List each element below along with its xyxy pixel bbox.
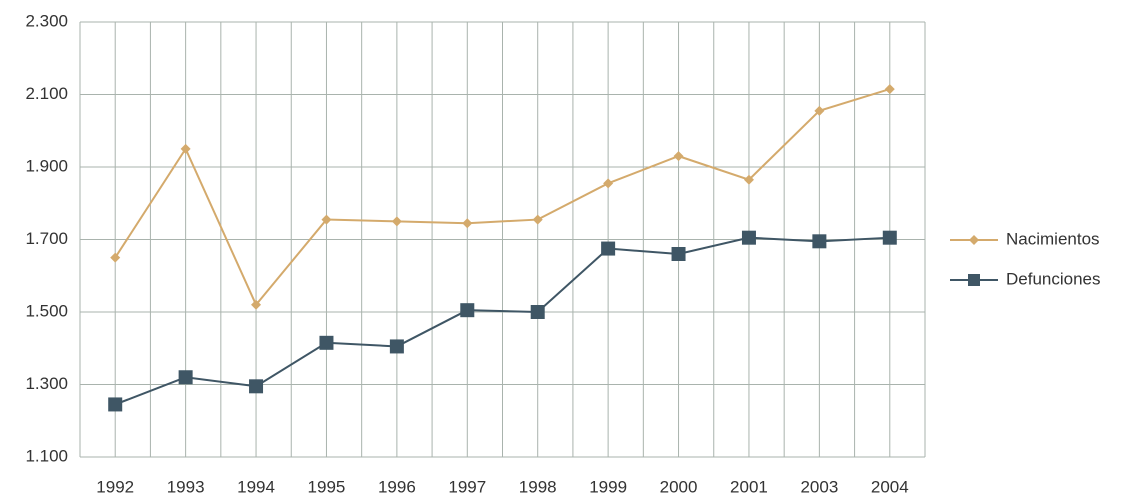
series-line	[114, 88, 891, 307]
y-tick-label: 1.300	[25, 374, 68, 393]
x-tick-label: 2003	[800, 477, 838, 496]
data-point	[741, 230, 756, 245]
x-tick-label: 1997	[448, 477, 486, 496]
y-tick-label: 2.300	[25, 11, 68, 30]
y-tick-label: 1.700	[25, 229, 68, 248]
x-tick-label: 1992	[96, 477, 134, 496]
data-point	[108, 397, 123, 412]
legend-label: Defunciones	[1006, 269, 1101, 288]
data-point	[110, 252, 121, 263]
x-tick-label: 2000	[660, 477, 698, 496]
data-point	[180, 143, 191, 154]
data-point	[671, 247, 686, 261]
data-point	[391, 216, 402, 227]
x-tick-label: 1994	[237, 477, 275, 496]
data-point	[601, 241, 616, 256]
x-tick-label: 2004	[871, 477, 909, 496]
data-point	[530, 305, 545, 319]
y-tick-label: 2.100	[25, 84, 68, 103]
data-point	[532, 214, 543, 225]
x-tick-label: 1996	[378, 477, 416, 496]
data-point	[743, 174, 754, 185]
data-point	[882, 230, 897, 245]
x-tick-label: 1995	[308, 477, 346, 496]
legend-label: Nacimientos	[1006, 229, 1100, 248]
data-point	[462, 218, 473, 229]
data-point	[603, 178, 614, 189]
data-point	[814, 105, 825, 116]
legend-marker	[968, 274, 980, 286]
data-point	[884, 84, 895, 95]
x-tick-label: 2001	[730, 477, 768, 496]
data-point	[321, 214, 332, 225]
data-point	[460, 303, 475, 318]
data-point	[251, 299, 262, 310]
legend-marker	[969, 235, 979, 245]
y-tick-label: 1.100	[25, 446, 68, 465]
y-tick-label: 1.900	[25, 156, 68, 175]
data-point	[319, 335, 334, 350]
data-point	[673, 151, 684, 162]
data-point	[812, 234, 827, 249]
x-tick-label: 1993	[167, 477, 205, 496]
x-tick-label: 1998	[519, 477, 557, 496]
data-point	[178, 370, 193, 385]
series-line	[114, 236, 890, 406]
data-point	[389, 339, 404, 354]
y-tick-label: 1.500	[25, 301, 68, 320]
data-point	[249, 379, 264, 394]
x-tick-label: 1999	[589, 477, 627, 496]
